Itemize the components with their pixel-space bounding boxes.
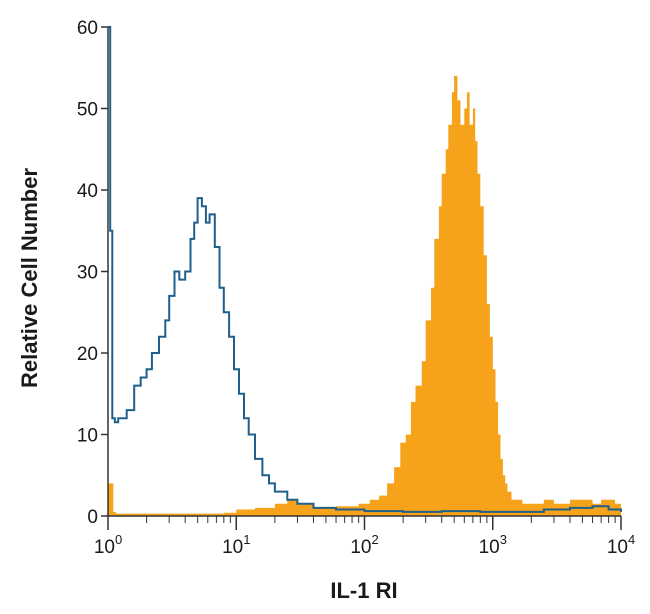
y-tick-label: 10 xyxy=(77,426,98,447)
y-tick-label: 20 xyxy=(77,344,98,365)
y-tick-label: 0 xyxy=(87,507,98,528)
histogram-filled-series xyxy=(108,75,621,517)
x-tick-label: 103 xyxy=(479,532,507,558)
axes: 0 10 20 30 40 50 60 100 101 102 103 104 xyxy=(77,18,635,558)
x-tick-label: 102 xyxy=(350,532,378,558)
plot-area xyxy=(108,26,622,517)
x-tick-label: 101 xyxy=(222,532,250,558)
y-tick-label: 30 xyxy=(77,263,98,284)
histogram-outline-series xyxy=(108,26,622,513)
x-tick-label: 100 xyxy=(94,532,122,558)
x-axis-title: IL-1 RI xyxy=(330,578,397,603)
y-tick-label: 50 xyxy=(77,100,98,121)
y-tick-label: 40 xyxy=(77,181,98,202)
x-tick-label: 104 xyxy=(607,532,635,558)
y-axis-title: Relative Cell Number xyxy=(17,168,42,389)
y-tick-label: 60 xyxy=(77,18,98,39)
